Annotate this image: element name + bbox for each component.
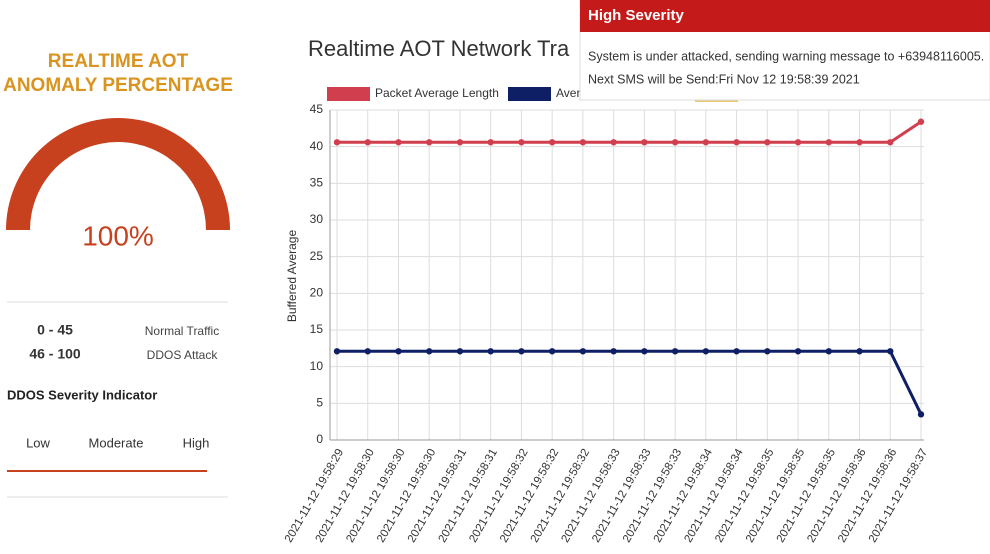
- point: [887, 139, 894, 146]
- point: [610, 139, 617, 146]
- y-tick-label: 30: [310, 212, 324, 226]
- chart-title: Realtime AOT Network Tra: [308, 36, 570, 61]
- point: [917, 118, 925, 125]
- x-tick-label: 2021-11-12 19:58:31: [437, 447, 500, 545]
- point: [456, 139, 464, 146]
- chart: Realtime AOT Network Tra Buffered Averag…: [283, 36, 930, 545]
- point: [610, 348, 617, 355]
- point: [887, 348, 894, 355]
- x-tick-label: 2021-11-12 19:58:30: [344, 447, 407, 545]
- y-tick-label: 15: [310, 322, 324, 336]
- point: [518, 348, 525, 355]
- point: [856, 348, 863, 355]
- x-tick-label: 2021-11-12 19:58:34: [652, 446, 716, 544]
- range: 46 - 100: [29, 346, 81, 362]
- point: [764, 139, 771, 146]
- point: [825, 348, 832, 355]
- point: [426, 348, 433, 355]
- point: [794, 348, 802, 355]
- y-tick-label: 20: [310, 286, 324, 300]
- notification-header: [580, 0, 990, 32]
- x-tick-label: 2021-11-12 19:58:35: [775, 447, 838, 545]
- point: [548, 348, 556, 355]
- range: 0 - 45: [37, 322, 73, 338]
- x-tick-label: 2021-11-12 19:58:33: [559, 447, 622, 545]
- y-tick-label: 10: [310, 359, 324, 373]
- legend-label: Packet Average Length: [375, 86, 499, 100]
- point: [733, 348, 740, 355]
- point: [917, 411, 925, 418]
- x-tick-label: 2021-11-12 19:58:32: [467, 447, 530, 545]
- point: [671, 348, 679, 355]
- point: [764, 348, 771, 355]
- point: [426, 139, 433, 146]
- x-tick-label: 2021-11-12 19:58:36: [836, 447, 899, 545]
- y-tick-label: 0: [316, 432, 323, 446]
- x-tick-label: 2021-11-12 19:58:35: [713, 447, 776, 545]
- point: [579, 348, 587, 355]
- y-tick-label: 5: [316, 396, 323, 410]
- panel-title: ANOMALY PERCENTAGE: [3, 75, 233, 96]
- point: [733, 139, 740, 146]
- y-axis-label: Buffered Average: [285, 230, 299, 323]
- indicator-title: DDOS Severity Indicator: [7, 387, 157, 402]
- indicator-level: Low: [26, 435, 50, 450]
- x-tick-label: 2021-11-12 19:58:35: [744, 447, 807, 545]
- x-tick-label: 2021-11-12 19:58:29: [283, 447, 346, 545]
- point: [794, 139, 802, 146]
- notification: High Severity System is under attacked, …: [579, 0, 990, 101]
- point: [641, 139, 648, 146]
- legend-swatch: [327, 87, 370, 101]
- y-tick-label: 45: [310, 102, 324, 116]
- legend-label: Aver: [556, 86, 580, 100]
- indicator-level: High: [183, 435, 210, 450]
- point: [702, 348, 710, 355]
- point: [641, 348, 648, 355]
- x-tick-label: 2021-11-12 19:58:32: [529, 447, 592, 545]
- x-tick-label: 2021-11-12 19:58:30: [375, 447, 438, 545]
- indicator-level: Moderate: [89, 435, 144, 450]
- point: [395, 139, 402, 146]
- x-tick-label: 2021-11-12 19:58:34: [682, 446, 746, 544]
- x-tick-label: 2021-11-12 19:58:36: [805, 447, 868, 545]
- point: [548, 139, 556, 146]
- x-tick-label: 2021-11-12 19:58:30: [314, 447, 377, 545]
- y-tick-label: 25: [310, 249, 324, 263]
- x-tick-label: 2021-11-12 19:58:33: [621, 447, 684, 545]
- range-label: DDOS Attack: [147, 348, 219, 362]
- x-tick-label: 2021-11-12 19:58:37: [867, 447, 930, 545]
- point: [579, 139, 587, 146]
- panel-title: REALTIME AOT: [48, 51, 189, 72]
- notification-title: High Severity: [588, 7, 685, 24]
- point: [333, 139, 341, 146]
- x-tick-label: 2021-11-12 19:58:31: [406, 447, 469, 545]
- anomaly-panel: REALTIME AOT ANOMALY PERCENTAGE 100% 0 -…: [3, 51, 233, 498]
- series-line: [337, 349, 923, 415]
- point: [825, 139, 832, 146]
- point: [487, 348, 494, 355]
- point: [456, 348, 464, 355]
- y-tick-label: 40: [310, 139, 324, 153]
- point: [856, 139, 863, 146]
- x-tick-label: 2021-11-12 19:58:32: [498, 447, 561, 545]
- notification-message: System is under attacked, sending warnin…: [588, 49, 984, 63]
- point: [395, 348, 402, 355]
- gauge-arc: [6, 118, 230, 230]
- gauge-value: 100%: [82, 220, 154, 251]
- x-tick-label: 2021-11-12 19:58:33: [590, 447, 653, 545]
- notification-next: Next SMS will be Send:Fri Nov 12 19:58:3…: [588, 72, 860, 86]
- y-tick-label: 35: [310, 176, 324, 190]
- point: [702, 139, 710, 146]
- point: [487, 139, 494, 146]
- point: [518, 139, 525, 146]
- point: [671, 139, 679, 146]
- point: [364, 348, 371, 355]
- series-line: [337, 120, 922, 144]
- legend-swatch: [508, 87, 551, 101]
- point: [364, 139, 371, 146]
- range-label: Normal Traffic: [145, 324, 219, 338]
- point: [333, 348, 341, 355]
